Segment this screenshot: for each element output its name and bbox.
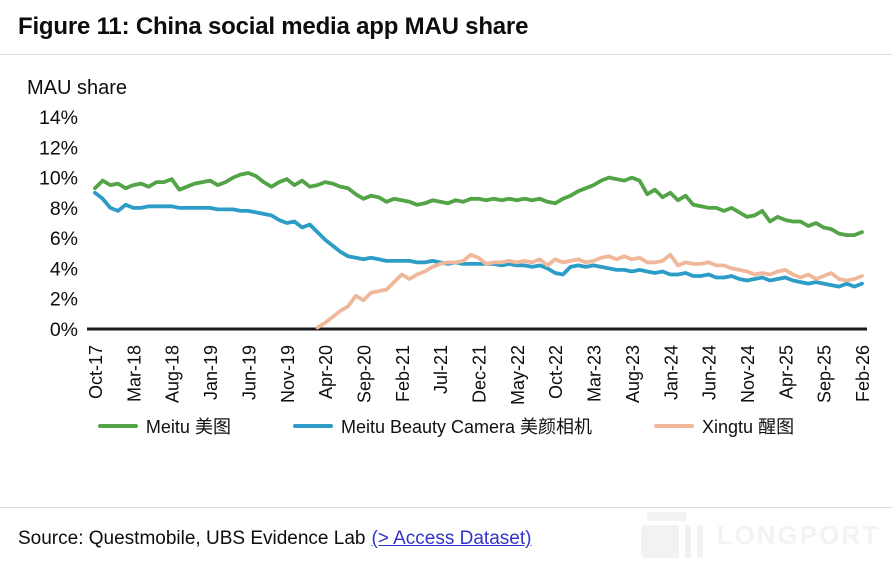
x-tick-label: Mar-18 xyxy=(124,345,144,402)
meitu-line-swatch-icon xyxy=(97,424,138,428)
x-tick-label: May-22 xyxy=(508,345,528,405)
x-tick-label: Jan-19 xyxy=(201,345,221,400)
series-line-meitu xyxy=(93,171,864,238)
source-text: Source: Questmobile, UBS Evidence Lab xyxy=(18,528,366,549)
legend-item-xingtu: Xingtu 醒图 xyxy=(654,413,794,439)
legend-item-meitu: Meitu 美图 xyxy=(97,413,231,439)
x-tick-label: Nov-19 xyxy=(278,345,298,403)
x-tick-label: Oct-22 xyxy=(546,345,566,399)
figure-header: Figure 11: China social media app MAU sh… xyxy=(0,0,892,41)
x-tick-label: Feb-26 xyxy=(853,345,873,402)
y-tick-label: 6% xyxy=(50,228,78,250)
longport-logo-icon xyxy=(640,512,703,558)
longport-watermark: LONGPORT xyxy=(640,512,880,558)
series-line-beauty_camera xyxy=(93,190,864,289)
x-tick-label: Oct-17 xyxy=(86,345,106,399)
y-axis-title: MAU share xyxy=(27,77,128,99)
legend-label-beauty-camera: Meitu Beauty Camera 美颜相机 xyxy=(340,417,593,437)
title-divider xyxy=(0,54,892,55)
figure-title: Figure 11: China social media app MAU sh… xyxy=(18,13,529,40)
y-tick-label: 0% xyxy=(50,319,78,341)
y-tick-label: 10% xyxy=(39,168,78,190)
legend-item-beauty-camera: Meitu Beauty Camera 美颜相机 xyxy=(292,413,593,439)
x-tick-label: Jul-21 xyxy=(431,345,451,394)
x-tick-label: Aug-23 xyxy=(623,345,643,403)
source-divider xyxy=(0,507,892,508)
chart-area: 0% 2% 4% 6% 8% 10% 12% 14% Oct-17 Mar-18 Aug-18 Jan… xyxy=(0,102,892,419)
y-tick-label: 2% xyxy=(50,289,78,311)
y-tick-label: 12% xyxy=(39,137,78,159)
legend-label-meitu: Meitu 美图 xyxy=(145,417,231,437)
source-row: Source: Questmobile, UBS Evidence Lab (> … xyxy=(18,528,531,550)
access-dataset-link[interactable]: (> Access Dataset) xyxy=(371,528,532,549)
x-tick-label: Jun-19 xyxy=(239,345,259,400)
x-tick-label: Sep-25 xyxy=(815,345,835,403)
x-tick-label: Feb-21 xyxy=(393,345,413,402)
x-tick-label: Sep-20 xyxy=(354,345,374,403)
watermark-text: LONGPORT xyxy=(716,519,880,550)
x-tick-label: Jun-24 xyxy=(700,345,720,400)
mau-share-chart: 0% 2% 4% 6% 8% 10% 12% 14% Oct-17 Mar-18 Aug-18 Jan… xyxy=(39,107,873,405)
xingtu-line-swatch-icon xyxy=(654,424,695,428)
y-tick-label: 8% xyxy=(50,198,78,220)
y-tick-label: 14% xyxy=(39,107,78,129)
x-tick-label: Aug-18 xyxy=(163,345,183,403)
y-tick-label: 4% xyxy=(50,258,78,280)
chart-legend: Meitu 美图 Meitu Beauty Camera 美颜相机 Xingtu… xyxy=(0,413,892,439)
x-tick-label: Dec-21 xyxy=(470,345,490,403)
x-tick-label: Apr-25 xyxy=(776,345,796,399)
x-tick-label: Apr-20 xyxy=(316,345,336,399)
beauty-camera-line-swatch-icon xyxy=(292,424,333,428)
x-tick-label: Nov-24 xyxy=(738,345,758,403)
series-line-xingtu xyxy=(315,252,864,330)
legend-label-xingtu: Xingtu 醒图 xyxy=(702,417,795,437)
x-tick-label: Mar-23 xyxy=(585,345,605,402)
x-tick-label: Jan-24 xyxy=(661,345,681,400)
